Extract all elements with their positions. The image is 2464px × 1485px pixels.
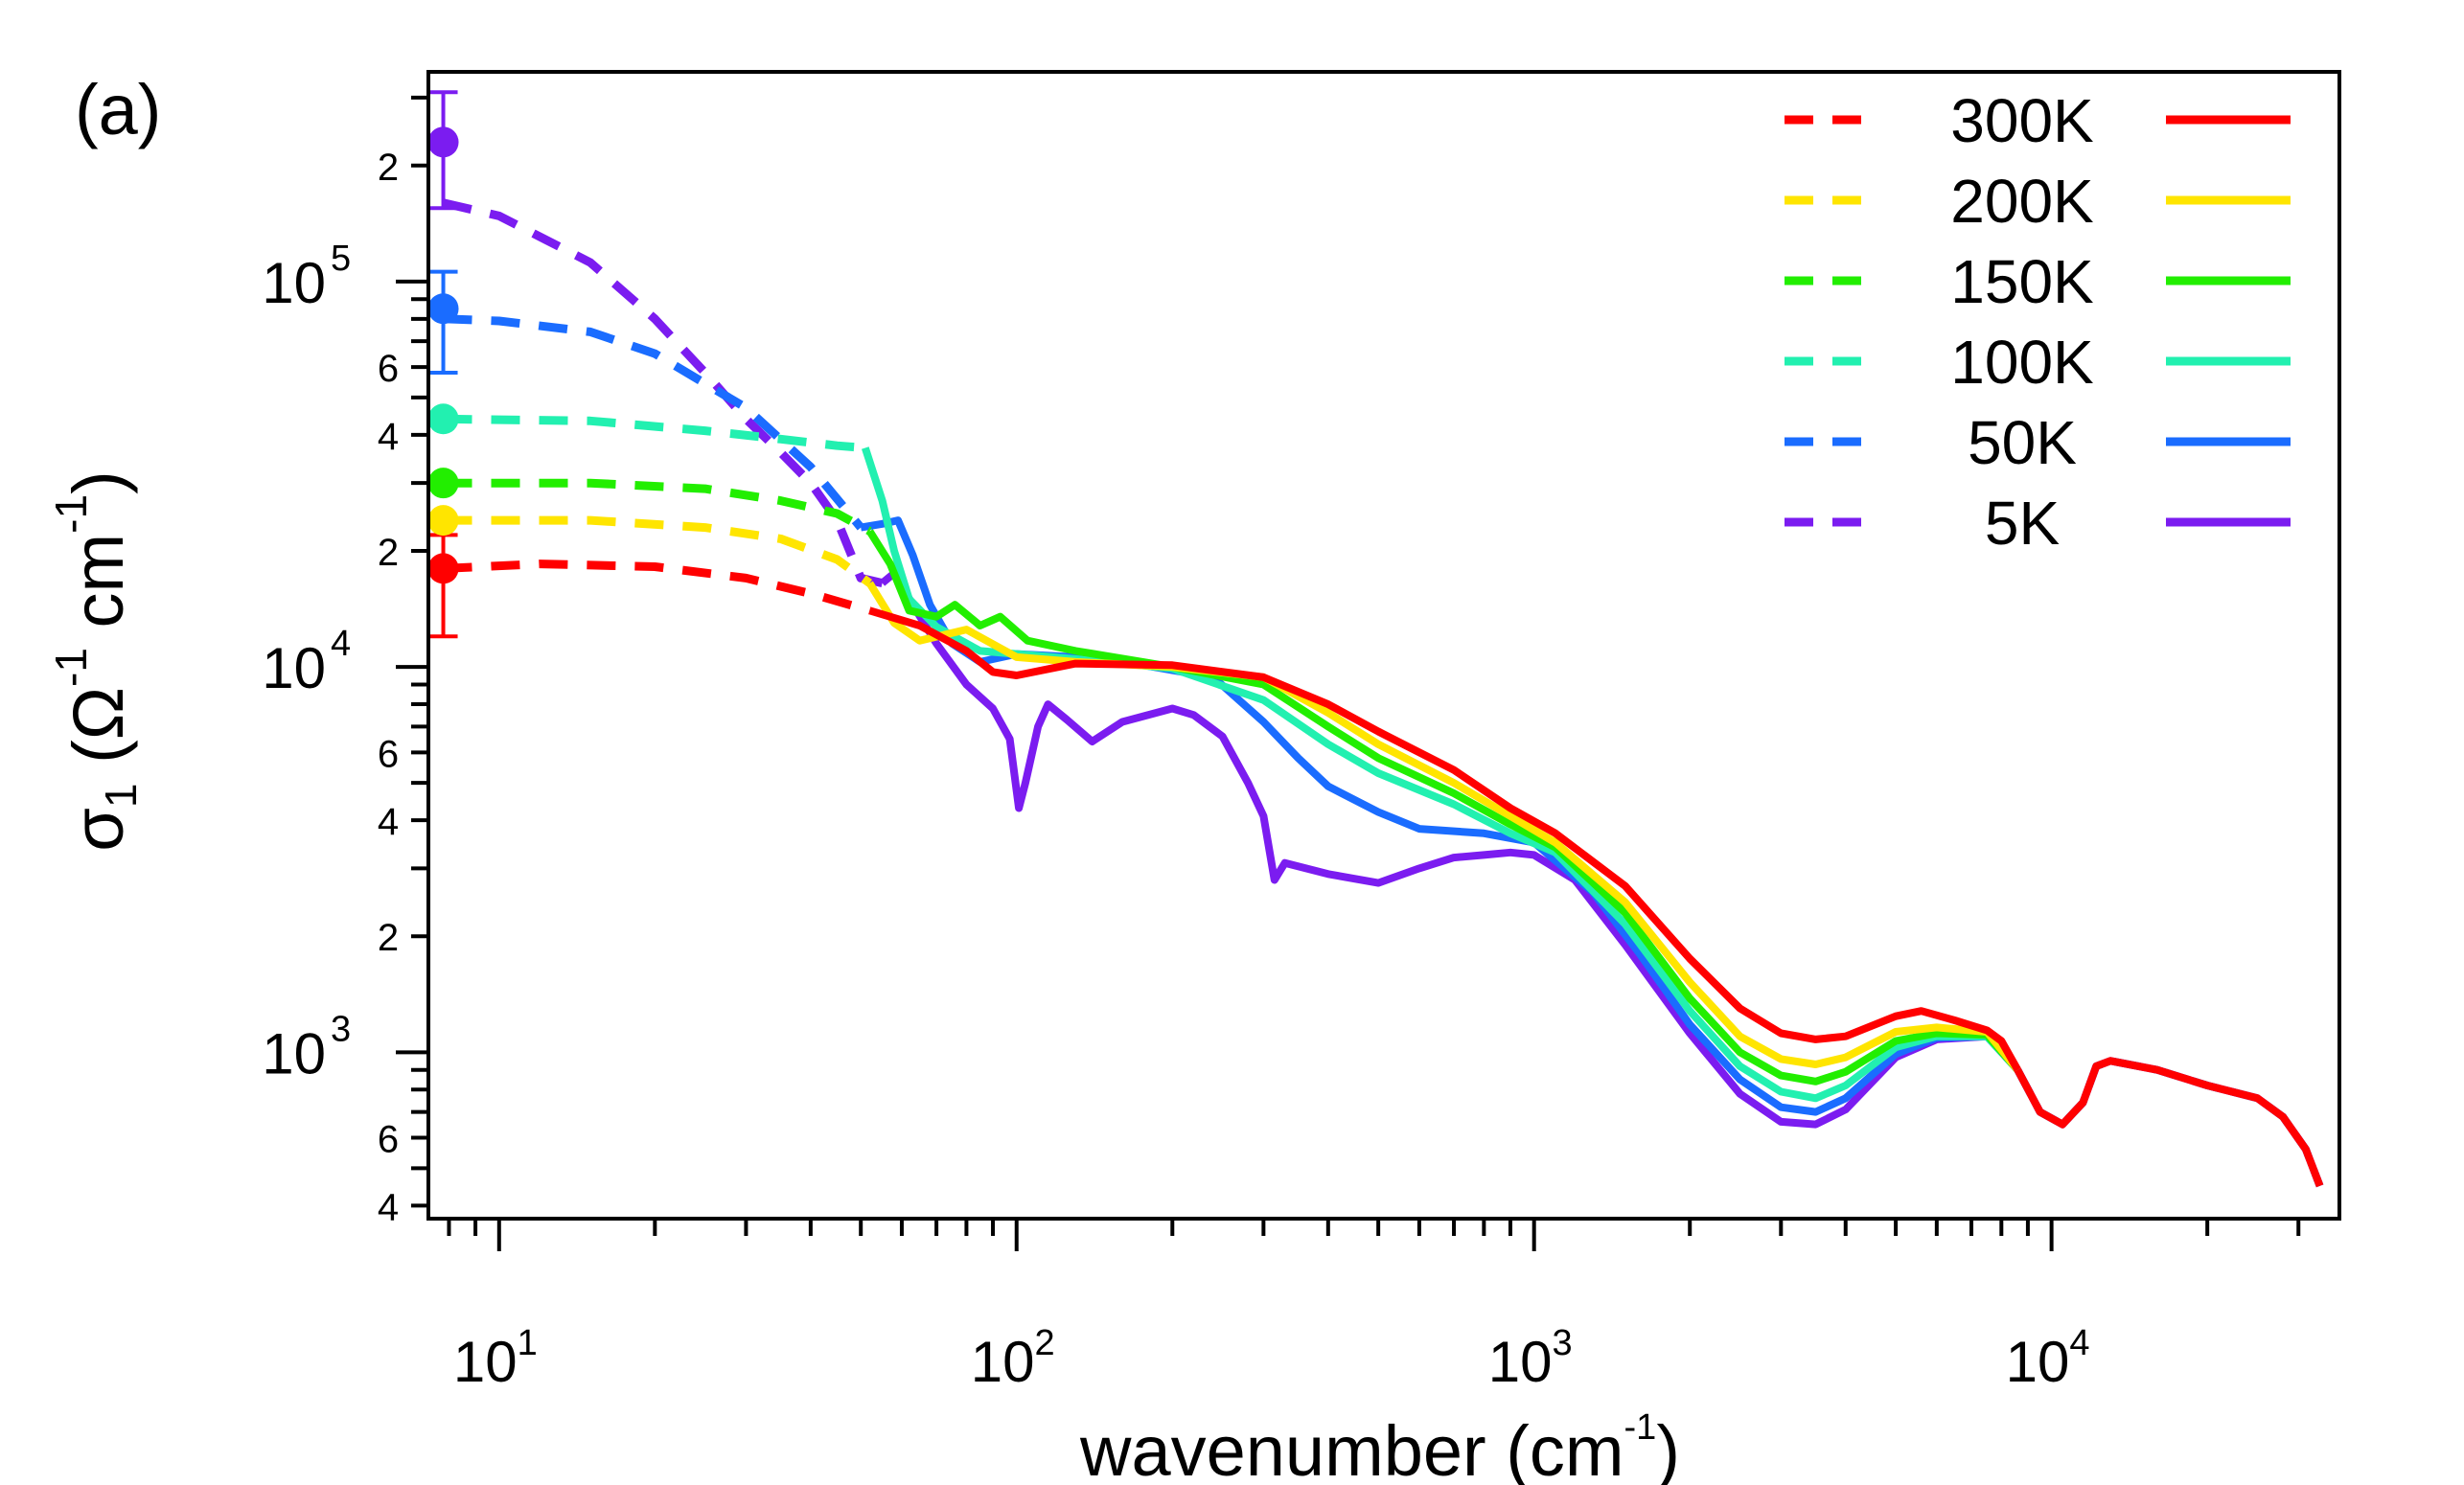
measured-line-300k	[868, 606, 2021, 1072]
dc-point-200k	[427, 505, 459, 537]
dc-point-150k	[427, 468, 459, 499]
series-300k	[443, 560, 2324, 1188]
measured-line-200k	[865, 581, 2021, 1073]
y-minor-tick-label: 4	[378, 1186, 399, 1228]
legend-label-300k: 300K	[1950, 86, 2093, 155]
legend: 300K 200K 150K 100K 50K 5K	[1785, 86, 2291, 558]
extrapolation-line-5k	[442, 198, 884, 587]
extrapolation-line-300k	[443, 560, 871, 615]
legend-item-100k: 100K	[1785, 328, 2291, 397]
measured-line-50k	[860, 516, 2021, 1116]
series-100k	[443, 414, 2021, 1103]
x-tick-label: 103	[1488, 1323, 1573, 1394]
legend-label-150k: 150K	[1950, 247, 2093, 316]
dc-point-5k	[427, 126, 459, 158]
extrapolation-line-200k	[443, 515, 873, 587]
panel-label: (a)	[75, 70, 161, 149]
dc-point-100k	[427, 403, 459, 435]
plot-layer	[427, 90, 2324, 1188]
measured-line-150k	[866, 529, 2021, 1085]
measured-line-5k	[880, 569, 2021, 1129]
y-tick-exponent: 4	[331, 624, 351, 664]
y-tick-label: 10	[262, 251, 326, 315]
y-axis-title: σ1 (Ω-1 cm-1)	[46, 470, 146, 851]
y-tick-exponent: 5	[331, 239, 351, 279]
legend-item-200k: 200K	[1785, 167, 2291, 236]
plot-frame	[426, 70, 2341, 1221]
legend-label-100k: 100K	[1950, 328, 2093, 397]
y-minor-tick-label: 6	[378, 733, 399, 775]
y-minor-tick-label: 6	[378, 1119, 399, 1161]
x-tick-label: 101	[453, 1323, 538, 1394]
y-tick-label: 10	[262, 1021, 326, 1085]
legend-label-50k: 50K	[1968, 408, 2077, 477]
legend-item-5k: 5K	[1785, 489, 2291, 558]
y-tick-label: 10	[262, 636, 326, 700]
extrapolation-line-150k	[443, 478, 872, 536]
x-tick-label: 104	[2006, 1323, 2090, 1394]
y-minor-tick-label: 2	[378, 532, 399, 574]
series-200k	[443, 515, 2021, 1073]
x-axis-title: wavenumber (cm-1)	[1079, 1407, 1680, 1485]
legend-label-5k: 5K	[1985, 489, 2060, 558]
y-minor-tick-label: 6	[378, 348, 399, 390]
legend-item-300k: 300K	[1785, 86, 2291, 155]
dc-point-300k	[427, 553, 459, 584]
measured-line-100k	[861, 446, 2021, 1103]
dc-point-50k	[427, 293, 459, 325]
uv-line-300k	[2014, 1057, 2324, 1188]
legend-item-150k: 150K	[1785, 247, 2291, 316]
y-tick-exponent: 3	[331, 1009, 351, 1049]
legend-label-200k: 200K	[1950, 167, 2093, 236]
y-minor-tick-label: 2	[378, 147, 399, 189]
series-150k	[443, 478, 2021, 1085]
y-minor-tick-label: 2	[378, 917, 399, 959]
legend-item-50k: 50K	[1785, 408, 2291, 477]
extrapolation-line-100k	[443, 414, 866, 452]
x-tick-label: 102	[971, 1323, 1055, 1394]
y-minor-tick-label: 4	[378, 416, 399, 458]
extrapolation-line-50k	[443, 314, 864, 531]
y-minor-tick-label: 4	[378, 801, 399, 843]
